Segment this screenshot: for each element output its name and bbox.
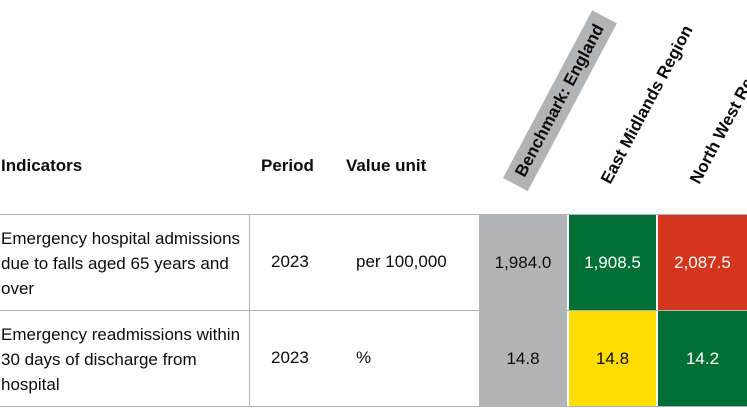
header-area-benchmark: Benchmark: England bbox=[503, 10, 617, 192]
row-divider-middle bbox=[0, 310, 747, 311]
table-row-1-value-benchmark: 1,984.0 bbox=[479, 215, 567, 310]
table-row-1-value-east-midlands: 1,908.5 bbox=[569, 215, 656, 310]
table-row-2-unit: % bbox=[356, 348, 372, 367]
header-area-north-west: North West Region bbox=[686, 43, 747, 187]
table-row-1-period: 2023 bbox=[271, 252, 309, 271]
table-row-2-value-benchmark: 14.8 bbox=[479, 311, 567, 406]
header-value-unit: Value unit bbox=[346, 156, 427, 175]
header-indicators: Indicators bbox=[1, 156, 83, 175]
header-area-east-midlands: East Midlands Region bbox=[597, 22, 697, 187]
table-row-1-unit: per 100,000 bbox=[356, 252, 447, 271]
table-row-1-indicator: Emergency hospital admissions due to fal… bbox=[1, 229, 241, 298]
column-divider bbox=[249, 214, 250, 407]
table-row-1-value-north-west: 2,087.5 bbox=[658, 215, 747, 310]
table-row-2-value-east-midlands: 14.8 bbox=[569, 311, 656, 406]
table-row-2-value-north-west: 14.2 bbox=[658, 311, 747, 406]
row-divider-top bbox=[0, 214, 747, 215]
row-divider-bottom bbox=[0, 406, 747, 407]
header-period: Period bbox=[261, 156, 314, 175]
table-row-2-period: 2023 bbox=[271, 348, 309, 367]
table-row-2-indicator: Emergency readmissions within 30 days of… bbox=[1, 325, 241, 394]
